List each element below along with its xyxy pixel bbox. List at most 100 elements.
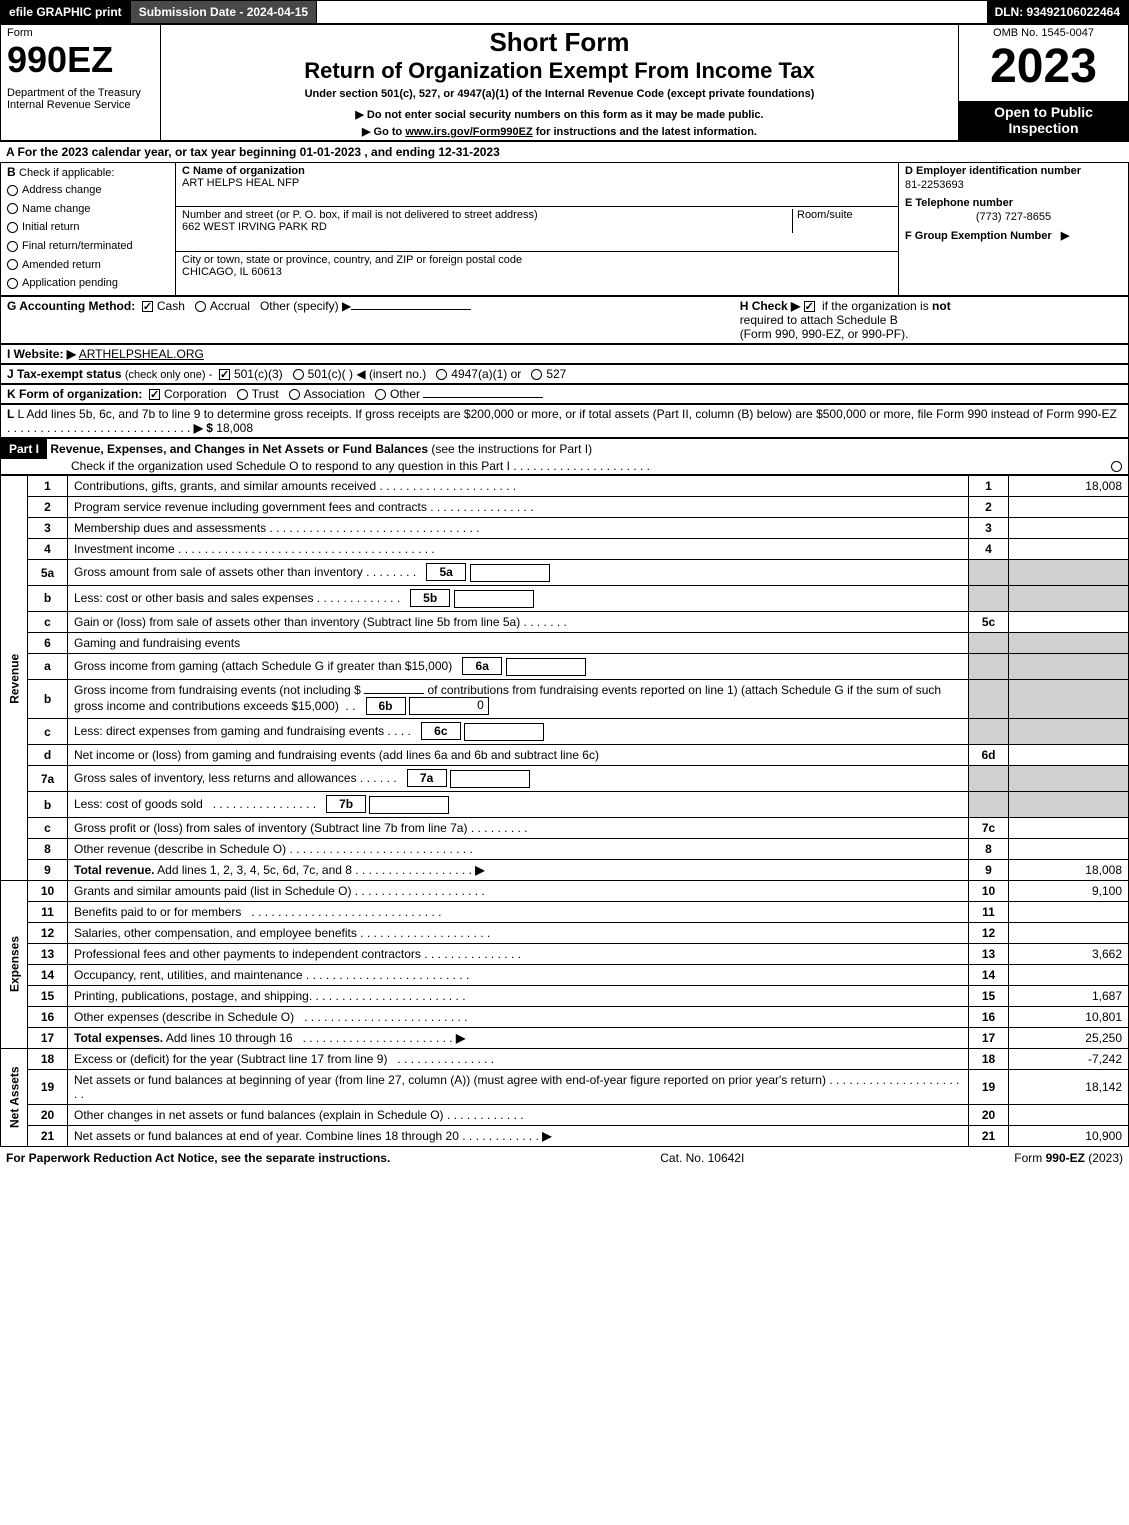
line-3-text: Membership dues and assessments [74,521,266,535]
line-15-box: 15 [969,985,1009,1006]
line-6a-no: a [28,653,68,679]
address-value: 662 WEST IRVING PARK RD [182,221,792,233]
line-11-no: 11 [28,901,68,922]
form-number: 990EZ [7,39,154,81]
opt-other-org: Other [390,387,420,401]
line-5c-no: c [28,611,68,632]
checkbox-amended-return[interactable] [7,259,18,270]
dept-treasury: Department of the Treasury [7,87,154,99]
website-value[interactable]: ARTHELPSHEAL.ORG [79,347,204,361]
line-17-box: 17 [969,1027,1009,1048]
line-1-box: 1 [969,476,1009,497]
line-4-text: Investment income [74,542,175,556]
line-13-no: 13 [28,943,68,964]
opt-address-change: Address change [22,184,102,196]
line-9-no: 9 [28,859,68,880]
checkbox-527[interactable] [531,369,542,380]
checkbox-4947a1[interactable] [436,369,447,380]
part-i-label: Part I [1,439,47,459]
opt-trust: Trust [252,387,279,401]
line-5b-text: Less: cost or other basis and sales expe… [74,591,313,605]
line-7b-text: Less: cost of goods sold [74,797,203,811]
checkbox-final-return[interactable] [7,241,18,252]
line-2-amount [1009,497,1129,518]
opt-association: Association [304,387,365,401]
checkbox-address-change[interactable] [7,185,18,196]
h-text3: required to attach Schedule B [740,313,898,327]
omb-number: OMB No. 1545-0047 [965,27,1122,39]
opt-527: 527 [546,367,566,381]
line-3-amount [1009,518,1129,539]
grey-cell [1009,560,1129,586]
irs-link[interactable]: www.irs.gov/Form990EZ [405,126,532,138]
checkbox-schedule-b-not-required[interactable] [804,301,815,312]
line-6b-text1: Gross income from fundraising events (no… [74,683,361,697]
goto-instructions: ▶ Go to www.irs.gov/Form990EZ for instru… [362,126,757,138]
line-15-text: Printing, publications, postage, and shi… [74,989,312,1003]
h-text4: (Form 990, 990-EZ, or 990-PF). [740,327,909,341]
checkbox-cash[interactable] [142,301,153,312]
l-arrow: ▶ $ [194,421,213,435]
checkbox-application-pending[interactable] [7,278,18,289]
section-d-label: D Employer identification number [905,165,1122,177]
line-5c-text: Gain or (loss) from sale of assets other… [74,615,520,629]
line-7b-no: b [28,792,68,818]
efile-print-label[interactable]: efile GRAPHIC print [1,1,131,23]
line-6d-box: 6d [969,745,1009,766]
line-6d-amount [1009,745,1129,766]
part-i-see: (see the instructions for Part I) [431,442,592,456]
line-8-no: 8 [28,838,68,859]
line-19-no: 19 [28,1069,68,1104]
line-7c-box: 7c [969,817,1009,838]
checkbox-association[interactable] [289,389,300,400]
short-form-title: Short Form [167,27,952,58]
line-13-text: Professional fees and other payments to … [74,947,421,961]
checkbox-501c3[interactable] [219,369,230,380]
org-name: ART HELPS HEAL NFP [182,177,892,189]
opt-initial-return: Initial return [22,221,79,233]
j-sub: (check only one) - [125,369,212,381]
line-19-amount: 18,142 [1009,1069,1129,1104]
line-12-no: 12 [28,922,68,943]
expenses-vlabel: Expenses [1,880,28,1048]
line-6a-sub-amount [506,658,586,676]
checkbox-501c[interactable] [293,369,304,380]
grey-cell [969,585,1009,611]
section-f-group-label: F Group Exemption Number [905,230,1052,242]
other-specify-input[interactable] [351,309,471,310]
h-not: not [932,299,951,313]
checkbox-accrual[interactable] [195,301,206,312]
opt-amended-return: Amended return [22,259,101,271]
line-10-text: Grants and similar amounts paid (list in… [74,884,351,898]
checkbox-corporation[interactable] [149,389,160,400]
grey-cell [1009,766,1129,792]
checkbox-schedule-o-part-i[interactable] [1111,461,1122,472]
line-9-amount: 18,008 [1009,859,1129,880]
line-7a-sub-amount [450,770,530,788]
line-6b-contrib-input[interactable] [364,693,424,694]
line-6b-no: b [28,679,68,719]
line-7a-text: Gross sales of inventory, less returns a… [74,771,357,785]
line-7c-amount [1009,817,1129,838]
line-19-text: Net assets or fund balances at beginning… [74,1073,826,1087]
line-8-box: 8 [969,838,1009,859]
grey-cell [969,679,1009,719]
checkbox-other-org[interactable] [375,389,386,400]
checkbox-name-change[interactable] [7,203,18,214]
checkbox-trust[interactable] [237,389,248,400]
line-3-no: 3 [28,518,68,539]
line-3-box: 3 [969,518,1009,539]
line-5b-sub-amount [454,590,534,608]
line-11-box: 11 [969,901,1009,922]
line-7c-text: Gross profit or (loss) from sales of inv… [74,821,467,835]
checkbox-initial-return[interactable] [7,222,18,233]
grey-cell [1009,719,1129,745]
line-8-amount [1009,838,1129,859]
other-org-input[interactable] [423,397,543,398]
line-9-text: Add lines 1, 2, 3, 4, 5c, 6d, 7c, and 8 [157,863,352,877]
line-16-text: Other expenses (describe in Schedule O) [74,1010,294,1024]
line-6-no: 6 [28,632,68,653]
line-4-box: 4 [969,539,1009,560]
tax-year: 2023 [965,39,1122,94]
opt-corporation: Corporation [164,387,227,401]
